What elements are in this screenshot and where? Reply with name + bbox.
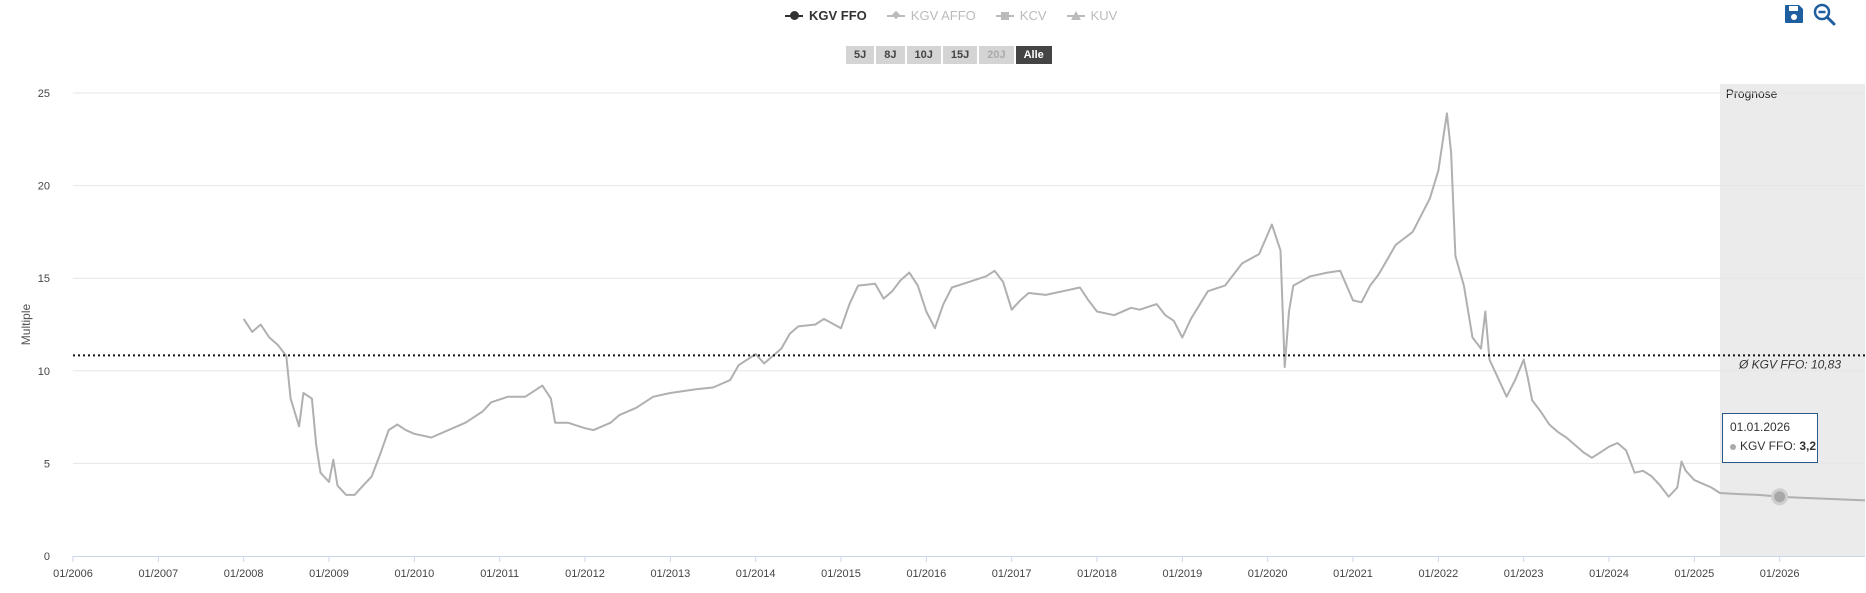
tooltip-row: KGV FFO: 3,2 bbox=[1730, 439, 1816, 453]
legend-item-kcv[interactable]: KCV bbox=[995, 8, 1047, 23]
x-tick-label: 01/2022 bbox=[1418, 568, 1458, 580]
x-tick-label: 01/2016 bbox=[906, 568, 946, 580]
x-tick-label: 01/2021 bbox=[1333, 568, 1373, 580]
y-tick-label: 25 bbox=[38, 88, 50, 100]
highlight-marker bbox=[1771, 488, 1789, 506]
chart-legend: KGV FFO KGV AFFO KCV KUV bbox=[785, 8, 1117, 23]
range-selector: 5J 8J 10J 15J 20J Alle bbox=[846, 46, 1052, 64]
y-tick-label: 10 bbox=[38, 366, 50, 378]
range-button-20j[interactable]: 20J bbox=[979, 46, 1014, 64]
legend-item-kuv[interactable]: KUV bbox=[1066, 8, 1118, 23]
range-button-15j[interactable]: 15J bbox=[942, 46, 978, 64]
x-tick-label: 01/2010 bbox=[394, 568, 434, 580]
legend-label: KGV FFO bbox=[809, 8, 867, 23]
series-line-kgv-ffo bbox=[242, 112, 1866, 502]
range-button-10j[interactable]: 10J bbox=[906, 46, 941, 64]
x-tick-label: 01/2006 bbox=[53, 568, 93, 580]
y-tick-label: 20 bbox=[38, 181, 50, 193]
x-tick-label: 01/2023 bbox=[1504, 568, 1544, 580]
x-tick-label: 01/2017 bbox=[992, 568, 1032, 580]
y-tick-label: 15 bbox=[38, 273, 50, 285]
x-tick-label: 01/2014 bbox=[736, 568, 776, 580]
circle-icon bbox=[785, 10, 803, 22]
x-tick-label: 01/2007 bbox=[138, 568, 178, 580]
zoom-out-icon[interactable] bbox=[1812, 2, 1836, 26]
y-tick-label: 5 bbox=[44, 458, 50, 470]
x-tick-label: 01/2025 bbox=[1674, 568, 1714, 580]
legend-item-kgv-ffo[interactable]: KGV FFO bbox=[785, 8, 867, 23]
x-tick-label: 01/2015 bbox=[821, 568, 861, 580]
tooltip: 01.01.2026 KGV FFO: 3,2 bbox=[1722, 413, 1818, 463]
tooltip-marker-icon bbox=[1730, 443, 1736, 450]
forecast-band bbox=[1719, 84, 1865, 556]
toolbar bbox=[1782, 2, 1836, 26]
x-tick-label: 01/2011 bbox=[480, 568, 519, 580]
forecast-label: Prognose bbox=[1726, 87, 1778, 101]
legend-label: KUV bbox=[1090, 8, 1118, 23]
legend-label: KCV bbox=[1019, 8, 1047, 23]
x-tick-label: 01/2019 bbox=[1162, 568, 1202, 580]
y-axis-title: Multiple bbox=[19, 304, 33, 346]
triangle-icon bbox=[1066, 10, 1085, 22]
x-tick-label: 01/2012 bbox=[565, 568, 605, 580]
y-tick-label: 0 bbox=[44, 551, 50, 563]
range-button-5j[interactable]: 5J bbox=[846, 46, 875, 64]
range-button-alle[interactable]: Alle bbox=[1015, 46, 1052, 64]
legend-item-kgv-affo[interactable]: KGV AFFO bbox=[886, 8, 976, 23]
tooltip-value: 3,2 bbox=[1799, 439, 1817, 453]
x-tick-label: 01/2018 bbox=[1077, 568, 1117, 580]
x-tick-label: 01/2008 bbox=[224, 568, 264, 580]
x-tick-label: 01/2026 bbox=[1760, 568, 1800, 580]
x-tick-label: 01/2024 bbox=[1589, 568, 1629, 580]
tooltip-series-name: KGV FFO bbox=[1740, 439, 1793, 453]
tooltip-date: 01.01.2026 bbox=[1730, 420, 1791, 434]
x-tick-label: 01/2013 bbox=[650, 568, 690, 580]
x-tick-label: 01/2009 bbox=[309, 568, 349, 580]
square-icon bbox=[995, 10, 1014, 22]
average-label: Ø KGV FFO: 10,83 bbox=[1738, 357, 1841, 371]
x-tick-label: 01/2020 bbox=[1248, 568, 1288, 580]
legend-label: KGV AFFO bbox=[910, 8, 976, 23]
diamond-icon bbox=[886, 10, 905, 22]
save-icon[interactable] bbox=[1782, 2, 1806, 26]
range-button-8j[interactable]: 8J bbox=[876, 46, 905, 64]
